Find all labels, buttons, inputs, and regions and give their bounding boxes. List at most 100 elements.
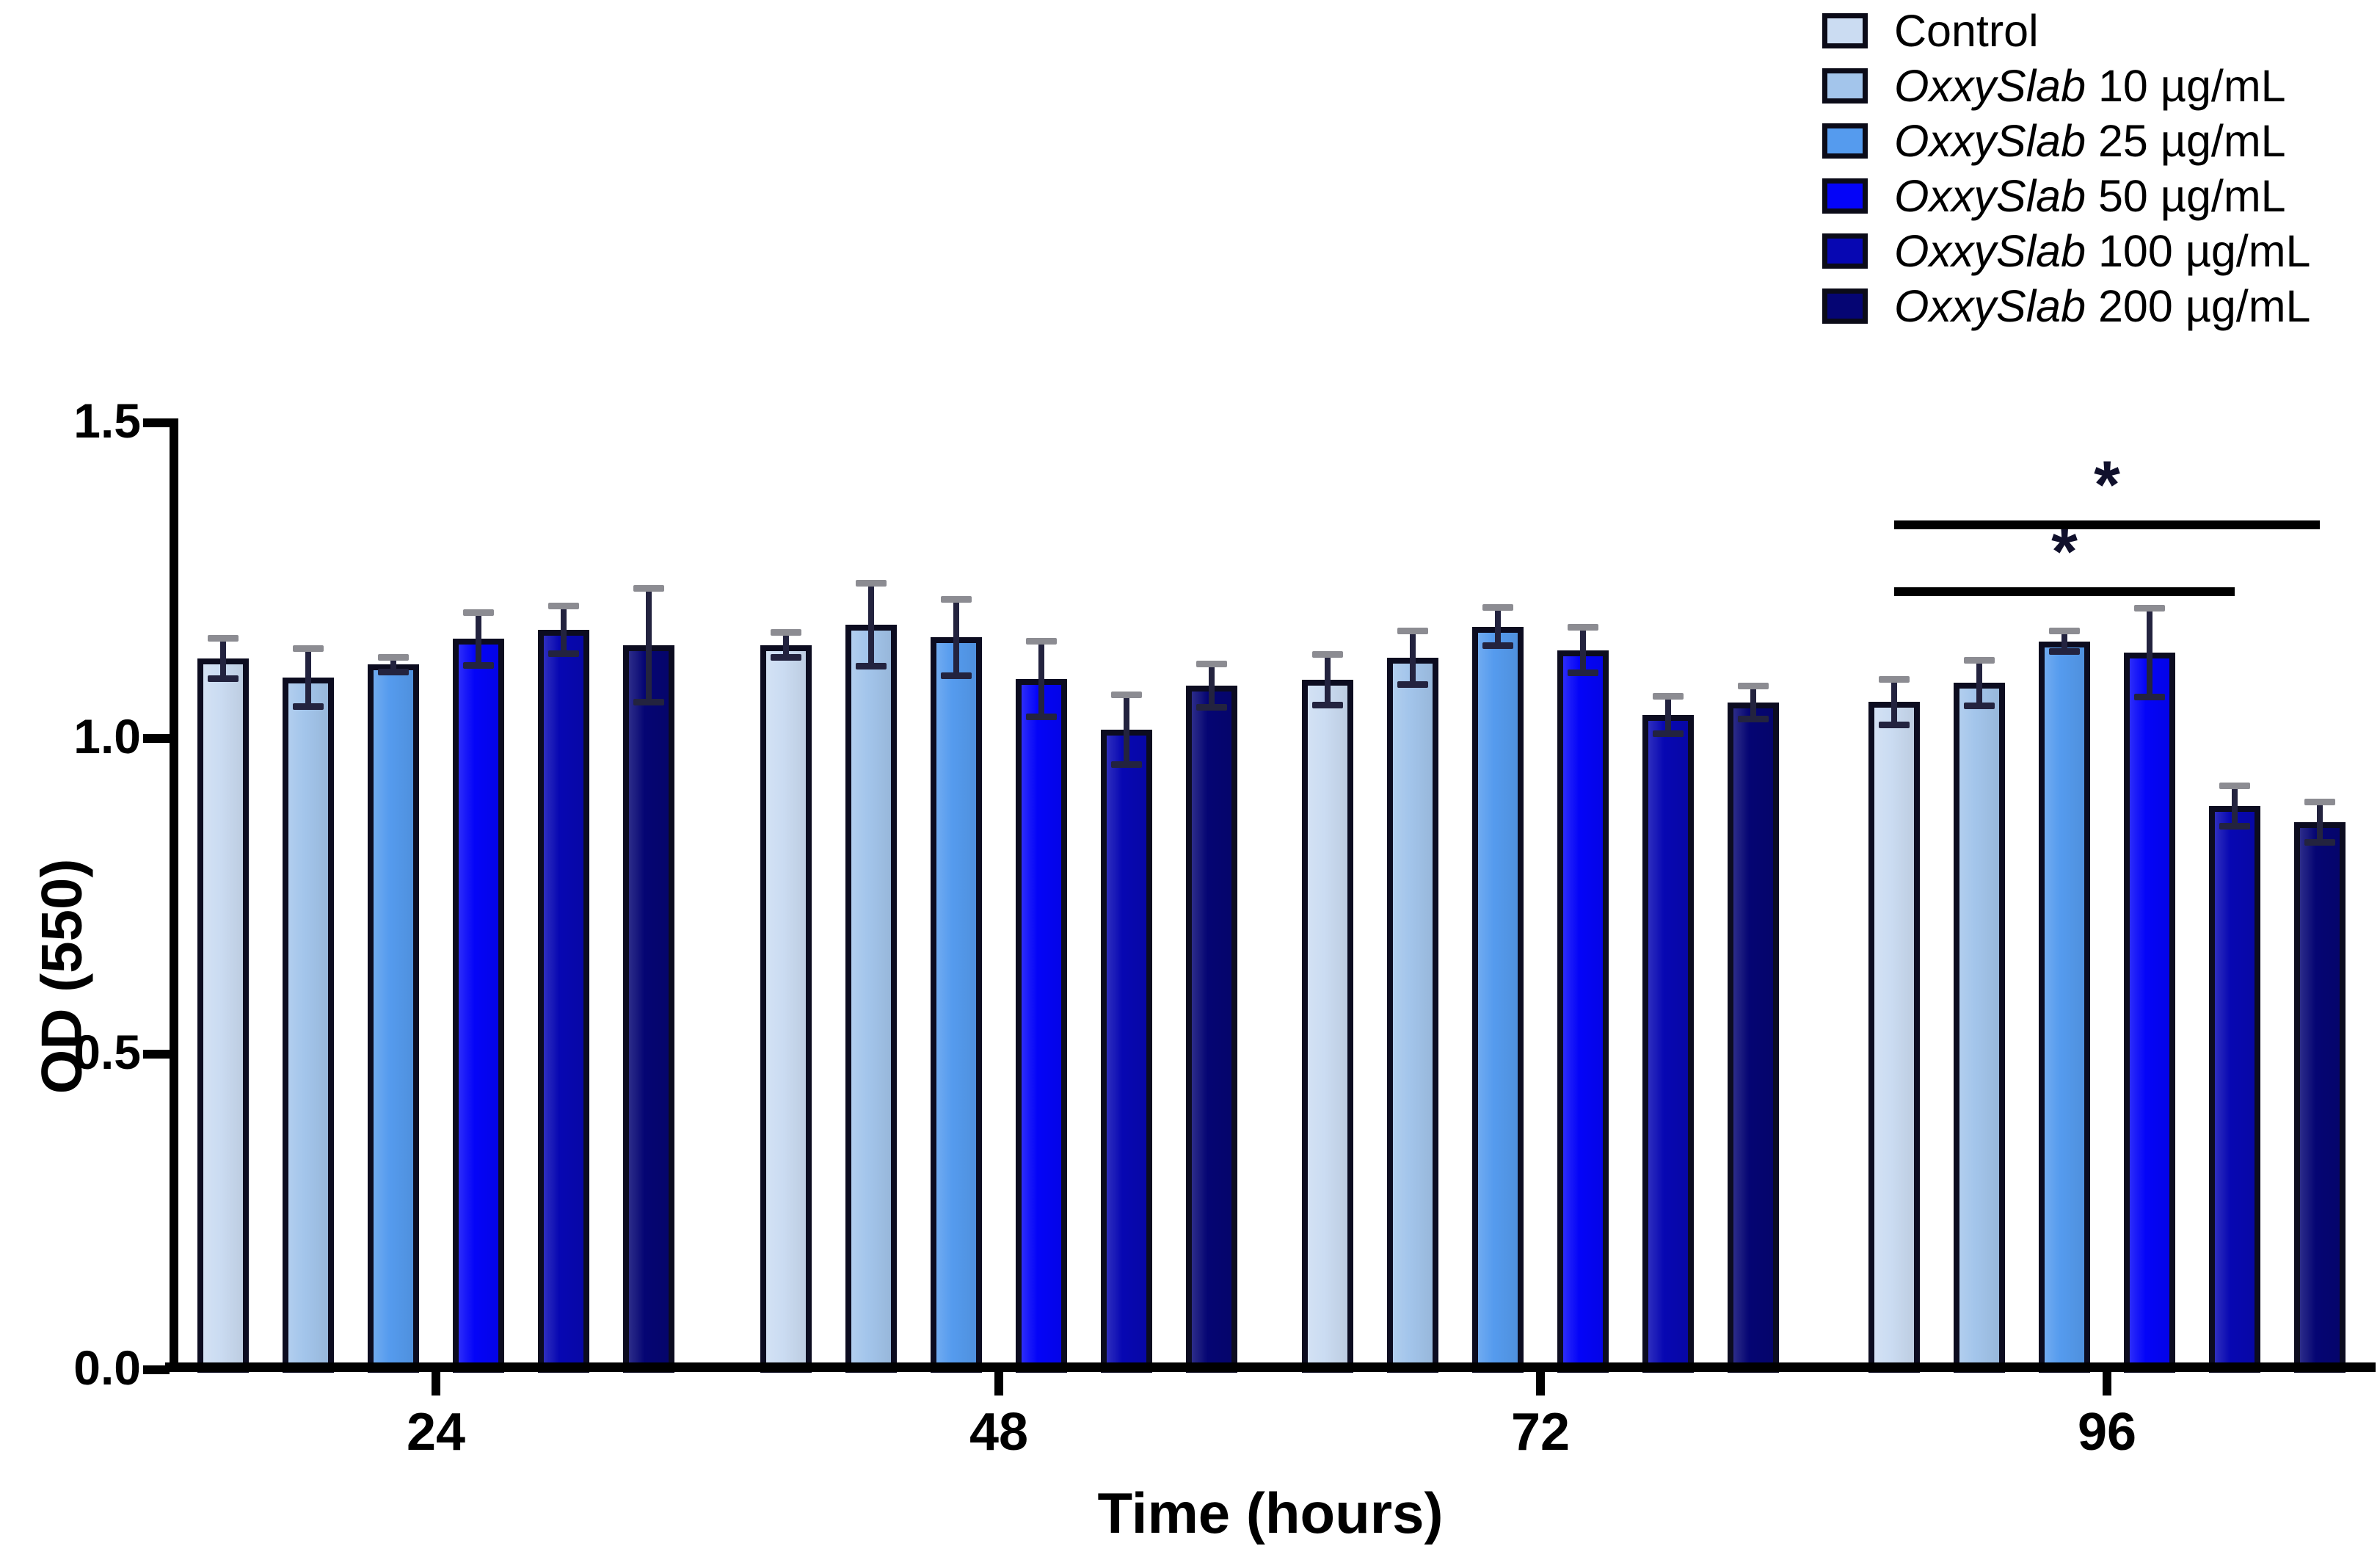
y-tick-label: 1.5: [73, 393, 141, 448]
error-bar-stem: [561, 606, 567, 654]
error-bar-stem: [953, 599, 959, 675]
error-bar-stem: [1495, 607, 1501, 646]
error-bar-upper-cap: [1653, 692, 1684, 700]
error-bar-lower-cap: [1879, 721, 1910, 728]
error-bar-lower-cap: [1738, 715, 1769, 722]
error-bar-upper-cap: [208, 634, 239, 642]
bar-48h-oxxyslab-10ug: [845, 625, 897, 1373]
error-bar-upper-cap: [293, 645, 324, 652]
x-tick-label: 96: [2077, 1403, 2137, 1462]
error-bar-lower-cap: [1653, 730, 1684, 738]
error-bar-stem: [1038, 641, 1044, 717]
legend-label-text: 10 µg/mL: [2086, 61, 2286, 111]
legend-label: OxxySlab 25 µg/mL: [1894, 119, 2286, 164]
x-tick-label: 24: [406, 1403, 466, 1462]
y-tick: [143, 1365, 170, 1374]
error-bar-lower-cap: [293, 703, 324, 710]
error-bar-stem: [2232, 785, 2238, 827]
error-bar-upper-cap: [1879, 675, 1910, 683]
error-bar-lower-cap: [633, 698, 664, 705]
error-bar-lower-cap: [2219, 823, 2250, 830]
error-bar-lower-cap: [1568, 669, 1598, 677]
error-bar-lower-cap: [1111, 761, 1142, 768]
error-bar-stem: [1750, 686, 1756, 719]
legend-label-text: Control: [1894, 6, 2039, 56]
significance-line: [1894, 587, 2235, 596]
legend-label-text: 50 µg/mL: [2086, 171, 2286, 221]
error-bar-stem: [1891, 679, 1897, 725]
bar-72h-oxxyslab-100ug: [1642, 715, 1694, 1373]
error-bar-stem: [1325, 654, 1331, 705]
error-bar-upper-cap: [1196, 661, 1227, 668]
bar-48h-oxxyslab-200ug: [1186, 685, 1237, 1373]
y-tick-label: 0.5: [73, 1024, 141, 1079]
y-axis-spine: [170, 418, 178, 1372]
error-bar-upper-cap: [1482, 604, 1513, 611]
legend-label: OxxySlab 10 µg/mL: [1894, 64, 2286, 109]
legend-label: OxxySlab 200 µg/mL: [1894, 284, 2310, 329]
bar-sheen: [2045, 647, 2084, 1367]
error-bar-lower-cap: [208, 675, 239, 682]
bar-sheen: [936, 643, 976, 1367]
bar-72h-control: [1302, 680, 1353, 1373]
bar-48h-oxxyslab-25ug: [931, 637, 982, 1373]
legend-swatch: [1822, 233, 1868, 269]
bar-sheen: [1733, 708, 1773, 1367]
legend-label: Control: [1894, 9, 2039, 54]
bar-sheen: [1959, 689, 1999, 1367]
error-bar-lower-cap: [378, 669, 409, 676]
bar-sheen: [1563, 656, 1603, 1367]
x-axis-title: Time (hours): [1097, 1481, 1444, 1545]
legend-label-text: 100 µg/mL: [2086, 226, 2311, 276]
bar-sheen: [1478, 632, 1518, 1367]
bar-48h-oxxyslab-50ug: [1016, 679, 1067, 1373]
bar-sheen: [1308, 686, 1347, 1367]
legend-swatch: [1822, 123, 1868, 159]
significance-asterisk: *: [2094, 448, 2120, 523]
y-tick: [143, 734, 170, 743]
bar-96h-oxxyslab-50ug: [2124, 653, 2175, 1373]
legend-swatch: [1822, 288, 1868, 324]
error-bar-upper-cap: [771, 629, 801, 636]
legend-item: OxxySlab 100 µg/mL: [1822, 229, 2310, 274]
bar-48h-control: [760, 645, 812, 1373]
legend-label: OxxySlab 100 µg/mL: [1894, 229, 2310, 274]
bar-sheen: [288, 683, 328, 1367]
significance-line: [1894, 520, 2320, 530]
legend-label-brand: OxxySlab: [1894, 226, 2086, 276]
bar-sheen: [459, 645, 498, 1367]
error-bar-stem: [305, 648, 311, 707]
error-bar-stem: [783, 632, 789, 658]
bar-96h-oxxyslab-25ug: [2039, 641, 2090, 1373]
y-tick-label: 0.0: [73, 1340, 141, 1395]
x-tick: [432, 1372, 440, 1396]
error-bar-upper-cap: [1111, 692, 1142, 699]
error-bar-upper-cap: [1738, 683, 1769, 690]
legend-item: OxxySlab 50 µg/mL: [1822, 174, 2310, 219]
bar-sheen: [203, 664, 243, 1367]
legend-label: OxxySlab 50 µg/mL: [1894, 174, 2286, 219]
error-bar-stem: [2061, 631, 2067, 652]
bar-sheen: [1107, 735, 1146, 1367]
bar-sheen: [2130, 658, 2169, 1367]
bar-72h-oxxyslab-10ug: [1387, 657, 1438, 1373]
error-bar-lower-cap: [1026, 714, 1057, 721]
bar-sheen: [1192, 691, 1231, 1367]
y-axis-title: OD (550): [29, 858, 94, 1095]
bar-24h-oxxyslab-50ug: [453, 639, 504, 1373]
bar-72h-oxxyslab-25ug: [1472, 626, 1524, 1373]
legend-item: OxxySlab 25 µg/mL: [1822, 119, 2310, 164]
bar-sheen: [2215, 812, 2255, 1367]
bar-sheen: [851, 631, 891, 1367]
error-bar-upper-cap: [463, 609, 494, 616]
y-tick: [143, 418, 170, 427]
error-bar-lower-cap: [2304, 838, 2335, 846]
error-bar-lower-cap: [1482, 642, 1513, 650]
error-bar-stem: [220, 638, 226, 679]
error-bar-upper-cap: [2304, 798, 2335, 805]
error-bar-upper-cap: [1026, 638, 1057, 645]
x-tick: [994, 1372, 1003, 1396]
error-bar-upper-cap: [548, 602, 579, 609]
error-bar-upper-cap: [856, 579, 887, 587]
error-bar-lower-cap: [2134, 693, 2165, 700]
